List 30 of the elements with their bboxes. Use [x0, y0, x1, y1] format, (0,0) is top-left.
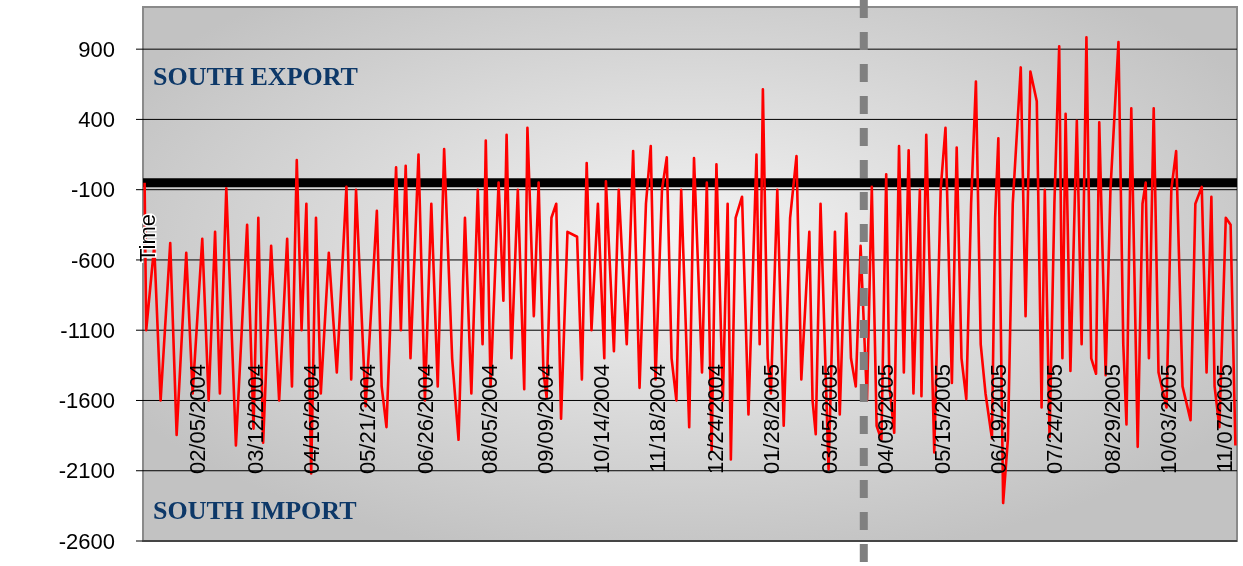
y-tick-label: -2100	[58, 458, 115, 484]
y-tick-label: -1100	[60, 317, 115, 343]
x-tick-label: 10/14/2004	[589, 364, 615, 475]
x-tick-label: 05/15/2005	[930, 364, 956, 475]
y-tick-label: 400	[78, 107, 115, 133]
y-tick-label: -1600	[58, 388, 115, 414]
x-tick-label: 06/26/2004	[412, 364, 438, 475]
y-tick-label: 900	[78, 36, 115, 62]
annotation: Time	[135, 213, 160, 263]
annotation: SOUTH EXPORT	[153, 62, 358, 91]
x-tick-label: 05/21/2004	[355, 364, 381, 475]
x-tick-label: 06/19/2005	[986, 364, 1012, 475]
x-tick-label: 11/18/2004	[645, 364, 671, 473]
x-tick-label: 03/05/2005	[816, 364, 842, 475]
annotation: SOUTH IMPORT	[153, 496, 357, 525]
x-tick-label: 07/24/2005	[1042, 364, 1068, 475]
x-tick-label: 01/28/2005	[758, 364, 784, 475]
x-tick-label: 08/05/2004	[476, 364, 502, 475]
x-tick-label: 02/05/2004	[185, 364, 211, 475]
y-tick-label: -2600	[58, 528, 115, 554]
x-tick-label: 03/12/2004	[243, 364, 269, 475]
x-tick-label: 11/07/2005	[1212, 364, 1238, 473]
x-tick-label: 10/03/2005	[1156, 364, 1182, 475]
x-tick-label: 04/16/2004	[299, 364, 325, 475]
x-tick-label: 04/09/2005	[872, 364, 898, 475]
y-tick-label: -600	[70, 247, 115, 273]
y-tick-label: -100	[70, 177, 115, 203]
x-tick-label: 09/09/2004	[533, 364, 559, 475]
x-tick-label: 12/24/2004	[702, 364, 728, 475]
x-tick-label: 08/29/2005	[1100, 364, 1126, 475]
